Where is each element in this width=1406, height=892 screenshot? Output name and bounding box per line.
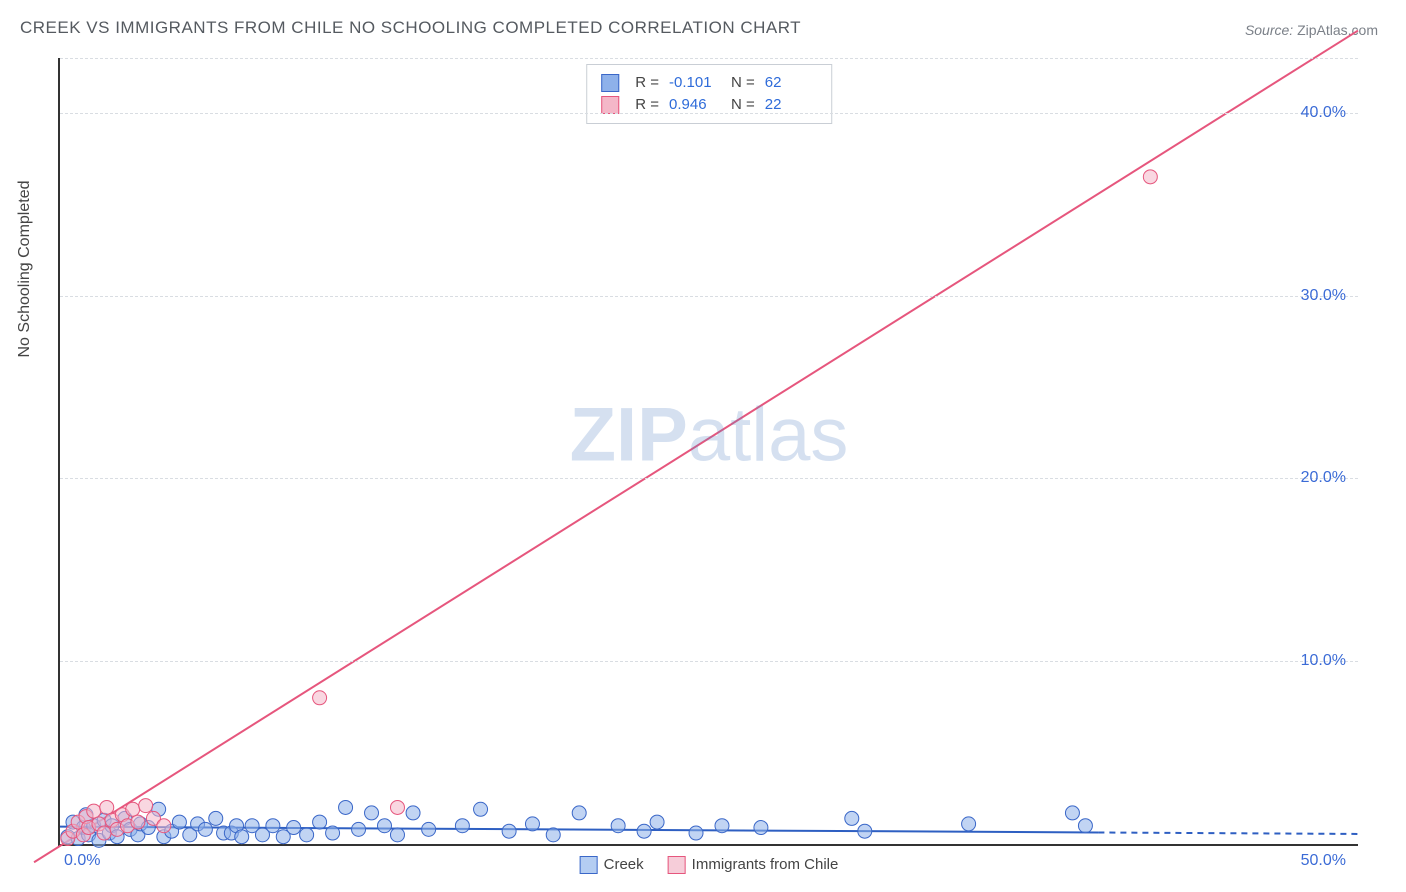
- correlation-row: R = -0.101 N = 62: [601, 72, 817, 94]
- data-point: [313, 691, 327, 705]
- data-point: [300, 828, 314, 842]
- data-point: [378, 819, 392, 833]
- regression-line: [60, 827, 1098, 833]
- legend-swatch: [580, 856, 598, 874]
- data-point: [131, 815, 145, 829]
- source-label: Source:: [1245, 22, 1293, 38]
- data-point: [689, 826, 703, 840]
- data-point: [502, 824, 516, 838]
- data-point: [422, 822, 436, 836]
- data-point: [100, 800, 114, 814]
- data-point: [313, 815, 327, 829]
- data-point: [525, 817, 539, 831]
- data-point: [455, 819, 469, 833]
- gridline: [60, 113, 1358, 114]
- r-label: R =: [635, 72, 659, 94]
- legend-swatch: [668, 856, 686, 874]
- gridline: [60, 478, 1358, 479]
- data-point: [209, 811, 223, 825]
- data-point: [266, 819, 280, 833]
- y-tick-label: 40.0%: [1301, 104, 1346, 122]
- data-point: [352, 822, 366, 836]
- n-label: N =: [731, 72, 755, 94]
- data-point: [962, 817, 976, 831]
- gridline: [60, 661, 1358, 662]
- data-point: [546, 828, 560, 842]
- data-point: [572, 806, 586, 820]
- data-point: [139, 799, 153, 813]
- regression-line-extrapolated: [1098, 832, 1358, 833]
- data-point: [390, 828, 404, 842]
- legend-item: Immigrants from Chile: [668, 856, 839, 874]
- data-point: [126, 802, 140, 816]
- data-point: [637, 824, 651, 838]
- legend-swatch: [601, 96, 619, 114]
- data-point: [235, 830, 249, 844]
- n-value: 62: [765, 72, 817, 94]
- data-point: [97, 826, 111, 840]
- data-point: [339, 800, 353, 814]
- data-point: [172, 815, 186, 829]
- y-axis-label: No Schooling Completed: [16, 181, 34, 358]
- chart-title: CREEK VS IMMIGRANTS FROM CHILE NO SCHOOL…: [20, 18, 801, 38]
- regression-line: [34, 31, 1358, 863]
- y-tick-label: 20.0%: [1301, 469, 1346, 487]
- data-point: [287, 821, 301, 835]
- data-point: [87, 804, 101, 818]
- data-point: [611, 819, 625, 833]
- gridline: [60, 58, 1358, 59]
- data-point: [715, 819, 729, 833]
- legend-item: Creek: [580, 856, 644, 874]
- y-tick-label: 10.0%: [1301, 652, 1346, 670]
- data-point: [1065, 806, 1079, 820]
- chart-container: CREEK VS IMMIGRANTS FROM CHILE NO SCHOOL…: [0, 0, 1406, 892]
- legend-swatch: [601, 74, 619, 92]
- source-name: ZipAtlas.com: [1297, 22, 1378, 38]
- data-point: [326, 826, 340, 840]
- gridline: [60, 296, 1358, 297]
- data-point: [1143, 170, 1157, 184]
- data-point: [390, 800, 404, 814]
- data-point: [406, 806, 420, 820]
- y-tick-label: 30.0%: [1301, 287, 1346, 305]
- data-point: [1078, 819, 1092, 833]
- correlation-legend: R =-0.101N =62R =0.946N =22: [586, 64, 832, 124]
- chart-canvas: [60, 58, 1358, 844]
- series-legend: Creek Immigrants from Chile: [580, 856, 839, 874]
- source-attribution: Source: ZipAtlas.com: [1245, 22, 1378, 38]
- data-point: [365, 806, 379, 820]
- legend-label: Immigrants from Chile: [692, 856, 839, 873]
- legend-label: Creek: [604, 856, 644, 873]
- data-point: [474, 802, 488, 816]
- data-point: [845, 811, 859, 825]
- data-point: [198, 822, 212, 836]
- plot-area: ZIPatlas R =-0.101N =62R =0.946N =22 0.0…: [58, 58, 1358, 846]
- r-value: -0.101: [669, 72, 721, 94]
- data-point: [157, 819, 171, 833]
- x-tick-left: 0.0%: [64, 852, 100, 870]
- x-tick-right: 50.0%: [1301, 852, 1346, 870]
- data-point: [754, 821, 768, 835]
- data-point: [858, 824, 872, 838]
- data-point: [650, 815, 664, 829]
